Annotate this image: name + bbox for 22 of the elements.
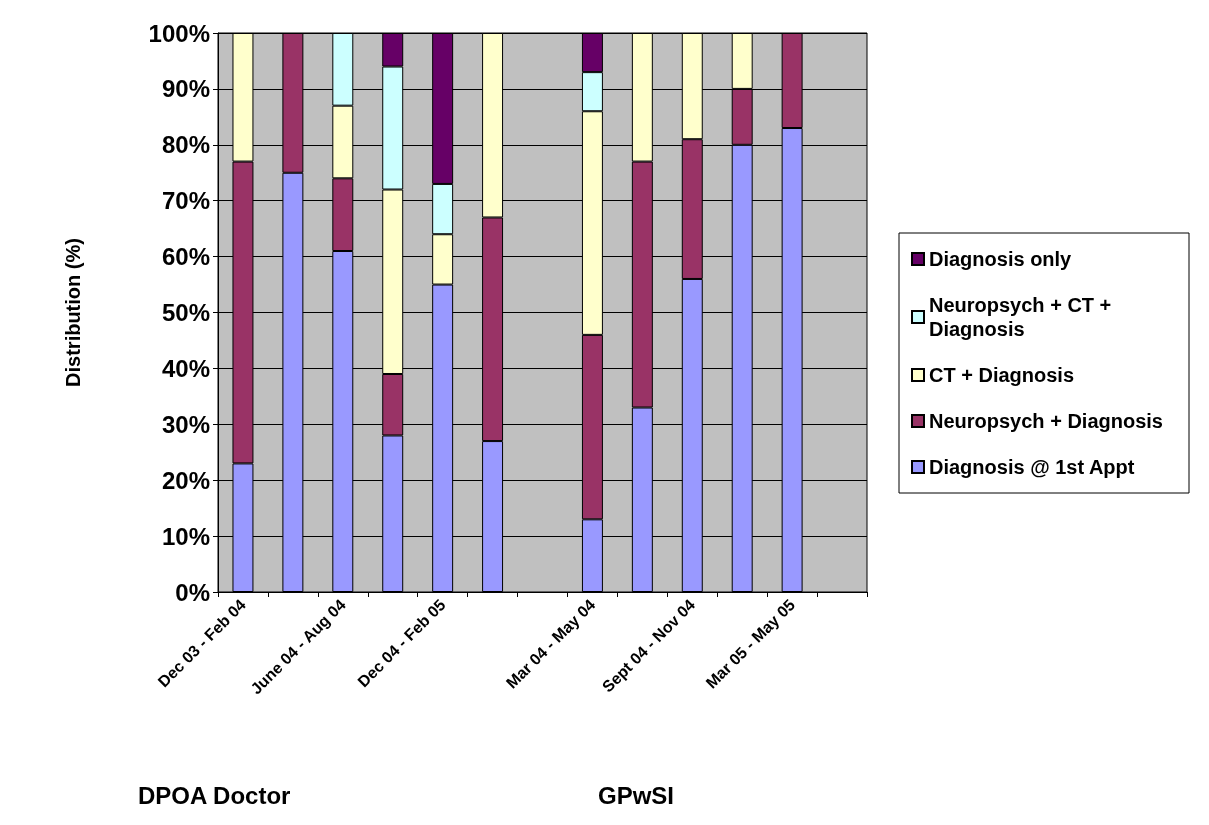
text: GPwSI — [598, 781, 675, 809]
y-tick-label: 20% — [161, 466, 210, 494]
x-tick-label: Dec 04 - Feb 05 — [354, 595, 449, 691]
y-tick-label: 80% — [161, 131, 210, 159]
y-tick-label: 100% — [148, 19, 210, 47]
y-tick-label: 40% — [161, 354, 210, 382]
y-tick-label: 0% — [175, 578, 210, 606]
legend-label: CT + Diagnosis — [929, 364, 1075, 386]
text: DPOA Doctor — [138, 781, 291, 809]
y-tick-label: 10% — [161, 522, 210, 550]
x-tick-label: Mar 04 - May 04 — [502, 595, 599, 692]
legend-label: Neuropsych + CT + Diagnosis — [929, 294, 1117, 340]
x-tick-label: Mar 05 - May 05 — [702, 595, 799, 692]
legend-label: Diagnosis @ 1st Appt — [929, 456, 1135, 478]
y-tick-label: 60% — [161, 243, 210, 271]
legend-label: Neuropsych + Diagnosis — [929, 410, 1163, 432]
y-axis-title: Distribution (%) — [62, 238, 84, 387]
y-tick-label: 90% — [161, 75, 210, 103]
y-tick-label: 70% — [161, 187, 210, 215]
y-tick-label: 30% — [161, 410, 210, 438]
y-tick-label: 50% — [161, 299, 210, 326]
legend-label: Diagnosis only — [929, 248, 1073, 270]
